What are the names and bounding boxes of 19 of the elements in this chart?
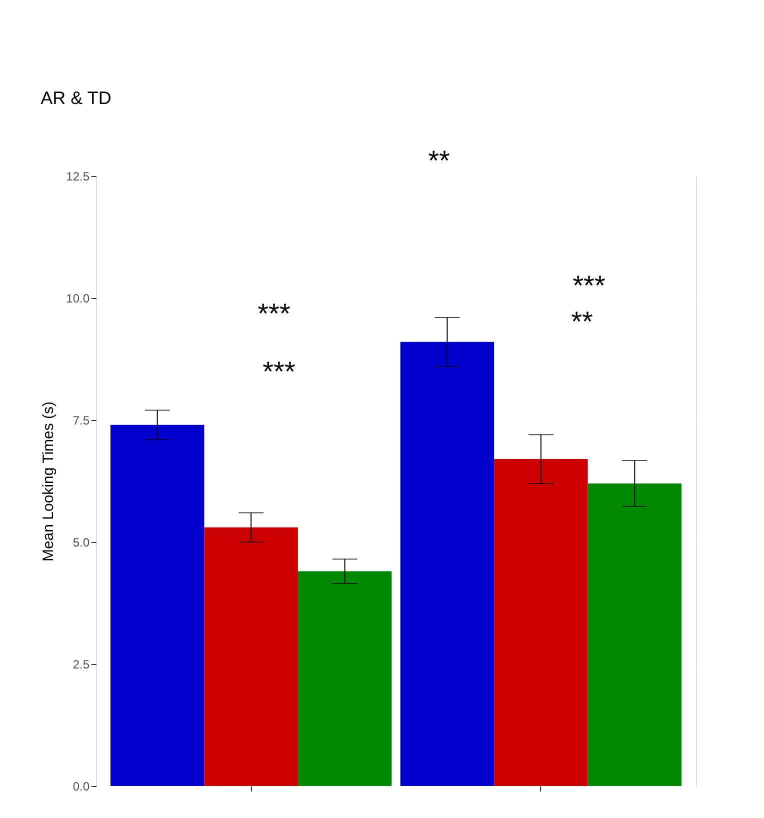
bar (204, 527, 298, 786)
bar (588, 483, 682, 786)
y-axis-title: Mean Looking Times (s) (40, 401, 58, 562)
bar (298, 571, 392, 786)
text: ** (428, 145, 450, 176)
y-tick-label: 7.5 (72, 414, 90, 428)
chart-title: AR & TD (40, 88, 112, 108)
annotation: *** (258, 298, 290, 329)
y-tick-label: 12.5 (66, 170, 90, 184)
bar (400, 342, 494, 786)
y-tick-label: 10.0 (66, 292, 90, 306)
bar (494, 459, 588, 786)
annotation: ** (571, 306, 593, 337)
y-tick-label: 0.0 (72, 780, 90, 794)
annotation: *** (572, 270, 606, 301)
annotation: *** (262, 356, 296, 387)
y-tick-label: 2.5 (72, 658, 90, 672)
bar (110, 424, 204, 786)
y-tick-label: 5.0 (72, 536, 90, 550)
